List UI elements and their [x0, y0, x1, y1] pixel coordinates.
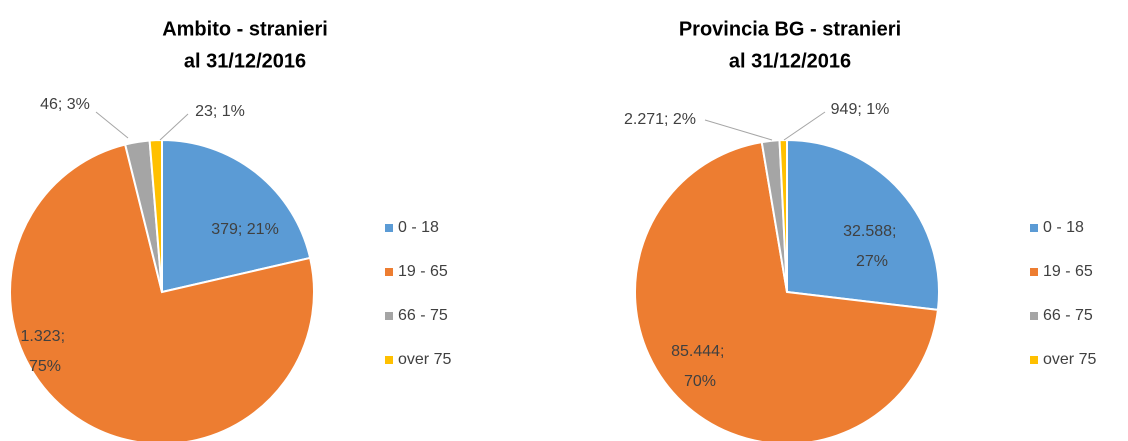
- data-label: 85.444; 70%: [671, 343, 729, 390]
- legend-swatch: [1030, 312, 1038, 320]
- leader-line: [783, 111, 826, 141]
- legend-label: 19 - 65: [1043, 263, 1093, 280]
- data-label: 1.323; 75%: [21, 328, 70, 375]
- pie-slice: [9, 143, 315, 441]
- legend-swatch: [385, 312, 393, 320]
- data-label: 2.271; 2%: [624, 111, 696, 128]
- data-label: 949; 1%: [831, 101, 890, 118]
- chart-subtitle: al 31/12/2016: [184, 50, 306, 72]
- legend-swatch: [1030, 224, 1038, 232]
- chart-title: Ambito - stranieri: [162, 18, 328, 40]
- pie-slice: [778, 138, 788, 293]
- legend-swatch: [1030, 268, 1038, 276]
- data-label: 23; 1%: [195, 103, 245, 120]
- legend-label: 66 - 75: [1043, 307, 1093, 324]
- data-label: 379; 21%: [211, 221, 279, 238]
- leader-line: [95, 111, 129, 139]
- data-label: 32.588; 27%: [843, 223, 901, 270]
- legend-swatch: [385, 356, 393, 364]
- legend-label: 0 - 18: [398, 219, 439, 236]
- legend-swatch: [385, 224, 393, 232]
- legend-label: 66 - 75: [398, 307, 448, 324]
- pie-slice: [148, 138, 163, 293]
- chart-title: Provincia BG - stranieri: [679, 18, 901, 40]
- leader-line: [159, 113, 189, 141]
- data-label: 46; 3%: [40, 96, 90, 113]
- leader-line: [704, 119, 773, 141]
- chart-subtitle: al 31/12/2016: [729, 50, 851, 72]
- legend-label: 19 - 65: [398, 263, 448, 280]
- legend-swatch: [385, 268, 393, 276]
- legend-label: over 75: [398, 351, 451, 368]
- pie-slice: [786, 138, 940, 311]
- legend-swatch: [1030, 356, 1038, 364]
- legend-label: over 75: [1043, 351, 1096, 368]
- pie-slice: [161, 138, 312, 294]
- legend-label: 0 - 18: [1043, 219, 1084, 236]
